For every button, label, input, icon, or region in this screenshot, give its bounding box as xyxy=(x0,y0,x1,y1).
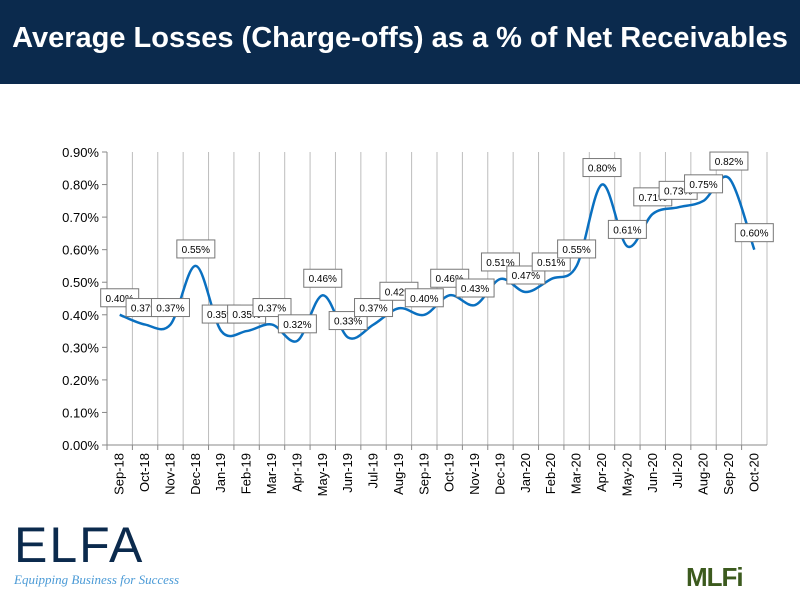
x-tick-label: Sep-20 xyxy=(721,453,736,495)
data-label-box xyxy=(150,298,190,318)
data-label: 0.55% xyxy=(562,245,590,256)
data-label-box xyxy=(734,223,774,243)
x-tick-label: Jun-19 xyxy=(340,453,355,493)
x-tick-label: Apr-20 xyxy=(594,453,609,492)
x-tick-label: Feb-19 xyxy=(239,453,254,494)
x-tick-label: Dec-18 xyxy=(188,453,203,495)
data-label: 0.35% xyxy=(207,310,235,321)
y-tick-label: 0.10% xyxy=(62,405,99,420)
elfa-logo-text: ELFA xyxy=(14,517,145,573)
data-label: 0.37% xyxy=(156,304,184,315)
y-tick-label: 0.70% xyxy=(62,210,99,225)
x-tick-label: Oct-18 xyxy=(137,453,152,492)
x-tick-label: Apr-19 xyxy=(289,453,304,492)
x-tick-label: Oct-19 xyxy=(442,453,457,492)
elfa-tagline: Equipping Business for Success xyxy=(14,572,180,587)
data-label-box xyxy=(607,219,647,239)
x-tick-label: Aug-20 xyxy=(696,453,711,495)
x-tick-label: Mar-20 xyxy=(569,453,584,494)
data-label: 0.46% xyxy=(309,274,337,285)
data-label: 0.51% xyxy=(537,258,565,269)
data-label-box xyxy=(709,151,749,171)
data-label: 0.71% xyxy=(639,193,667,204)
data-label: 0.37% xyxy=(131,304,159,315)
x-tick-label: Sep-19 xyxy=(416,453,431,495)
x-tick-label: Nov-18 xyxy=(162,453,177,495)
data-label: 0.33% xyxy=(334,317,362,328)
data-label: 0.40% xyxy=(106,294,134,305)
data-label: 0.47% xyxy=(512,271,540,282)
x-tick-label: Nov-19 xyxy=(467,453,482,495)
data-label-box xyxy=(557,239,597,259)
data-label-box xyxy=(684,174,724,194)
data-label: 0.43% xyxy=(461,284,489,295)
y-tick-label: 0.40% xyxy=(62,308,99,323)
data-label-box xyxy=(252,298,292,318)
data-label: 0.82% xyxy=(715,157,743,168)
y-tick-label: 0.00% xyxy=(62,438,99,453)
x-tick-label: May-19 xyxy=(315,453,330,496)
x-tick-label: Sep-18 xyxy=(112,453,127,495)
data-label-box xyxy=(277,314,317,334)
y-tick-label: 0.90% xyxy=(62,145,99,160)
data-label: 0.35% xyxy=(232,310,260,321)
data-label: 0.60% xyxy=(740,229,768,240)
data-label: 0.73% xyxy=(664,186,692,197)
elfa-logo: ELFA Equipping Business for Success xyxy=(14,520,179,588)
data-label: 0.37% xyxy=(359,304,387,315)
x-tick-label: May-20 xyxy=(619,453,634,496)
data-label-box xyxy=(404,288,444,308)
x-tick-label: Mar-19 xyxy=(264,453,279,494)
data-label: 0.75% xyxy=(689,180,717,191)
data-label: 0.61% xyxy=(613,225,641,236)
data-label: 0.46% xyxy=(436,274,464,285)
y-tick-label: 0.80% xyxy=(62,178,99,193)
data-label-box xyxy=(176,239,216,259)
data-label: 0.55% xyxy=(182,245,210,256)
data-label-box xyxy=(455,278,495,298)
data-label: 0.80% xyxy=(588,164,616,175)
data-label-box xyxy=(354,298,394,318)
y-tick-label: 0.50% xyxy=(62,275,99,290)
y-tick-label: 0.30% xyxy=(62,340,99,355)
data-label: 0.40% xyxy=(410,294,438,305)
x-tick-label: Feb-20 xyxy=(543,453,558,494)
data-label: 0.32% xyxy=(283,320,311,331)
x-tick-label: Jan-19 xyxy=(213,453,228,493)
y-tick-label: 0.20% xyxy=(62,373,99,388)
x-tick-label: Dec-19 xyxy=(492,453,507,495)
x-tick-label: Oct-20 xyxy=(746,453,761,492)
data-label: 0.51% xyxy=(486,258,514,269)
x-tick-label: Jan-20 xyxy=(518,453,533,493)
data-label: 0.37% xyxy=(258,304,286,315)
title-bar: Average Losses (Charge-offs) as a % of N… xyxy=(0,0,800,84)
data-label: 0.42% xyxy=(385,287,413,298)
x-tick-label: Jul-19 xyxy=(366,453,381,488)
y-tick-label: 0.60% xyxy=(62,243,99,258)
x-tick-label: Jun-20 xyxy=(645,453,660,493)
data-label-box xyxy=(303,268,343,288)
x-tick-label: Jul-20 xyxy=(670,453,685,488)
data-label-box xyxy=(582,158,622,178)
page-title: Average Losses (Charge-offs) as a % of N… xyxy=(12,22,788,54)
x-tick-label: Aug-19 xyxy=(391,453,406,495)
mlfi-logo: MLFi xyxy=(686,562,744,592)
